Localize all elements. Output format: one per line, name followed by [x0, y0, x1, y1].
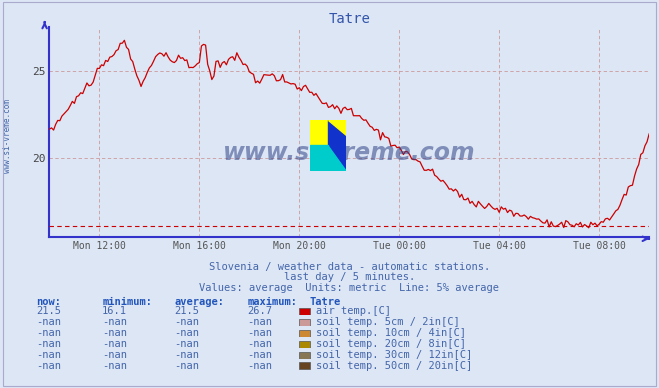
Bar	[328, 120, 346, 171]
Text: -nan: -nan	[175, 328, 200, 338]
Text: www.si-vreme.com: www.si-vreme.com	[223, 141, 476, 165]
Text: minimum:: minimum:	[102, 296, 152, 307]
Polygon shape	[328, 146, 346, 171]
Text: 26.7: 26.7	[247, 306, 272, 316]
Text: soil temp. 20cm / 8in[C]: soil temp. 20cm / 8in[C]	[316, 339, 467, 349]
Text: Slovenia / weather data - automatic stations.: Slovenia / weather data - automatic stat…	[209, 262, 490, 272]
Text: -nan: -nan	[247, 360, 272, 371]
Title: Tatre: Tatre	[328, 12, 370, 26]
Text: 21.5: 21.5	[175, 306, 200, 316]
Text: soil temp. 30cm / 12in[C]: soil temp. 30cm / 12in[C]	[316, 350, 473, 360]
Text: Tatre: Tatre	[310, 296, 341, 307]
Text: -nan: -nan	[36, 350, 61, 360]
Text: -nan: -nan	[36, 360, 61, 371]
Text: last day / 5 minutes.: last day / 5 minutes.	[283, 272, 415, 282]
Text: -nan: -nan	[102, 328, 127, 338]
Text: average:: average:	[175, 296, 225, 307]
Bar	[310, 146, 328, 171]
Text: Values: average  Units: metric  Line: 5% average: Values: average Units: metric Line: 5% a…	[199, 282, 500, 293]
Text: soil temp. 5cm / 2in[C]: soil temp. 5cm / 2in[C]	[316, 317, 460, 327]
Text: -nan: -nan	[175, 317, 200, 327]
Text: -nan: -nan	[102, 317, 127, 327]
Polygon shape	[328, 120, 346, 135]
Text: -nan: -nan	[247, 350, 272, 360]
Text: -nan: -nan	[102, 360, 127, 371]
Text: -nan: -nan	[36, 317, 61, 327]
Text: -nan: -nan	[175, 360, 200, 371]
Text: now:: now:	[36, 296, 61, 307]
Text: -nan: -nan	[247, 339, 272, 349]
Text: 16.1: 16.1	[102, 306, 127, 316]
Text: air temp.[C]: air temp.[C]	[316, 306, 391, 316]
Text: -nan: -nan	[36, 339, 61, 349]
Text: -nan: -nan	[102, 339, 127, 349]
Text: -nan: -nan	[175, 339, 200, 349]
Text: www.si-vreme.com: www.si-vreme.com	[3, 99, 13, 173]
Text: soil temp. 10cm / 4in[C]: soil temp. 10cm / 4in[C]	[316, 328, 467, 338]
Text: -nan: -nan	[175, 350, 200, 360]
Text: -nan: -nan	[247, 328, 272, 338]
Text: -nan: -nan	[36, 328, 61, 338]
Text: 21.5: 21.5	[36, 306, 61, 316]
Bar	[310, 120, 328, 171]
Text: soil temp. 50cm / 20in[C]: soil temp. 50cm / 20in[C]	[316, 360, 473, 371]
Text: -nan: -nan	[102, 350, 127, 360]
Text: -nan: -nan	[247, 317, 272, 327]
Text: maximum:: maximum:	[247, 296, 297, 307]
